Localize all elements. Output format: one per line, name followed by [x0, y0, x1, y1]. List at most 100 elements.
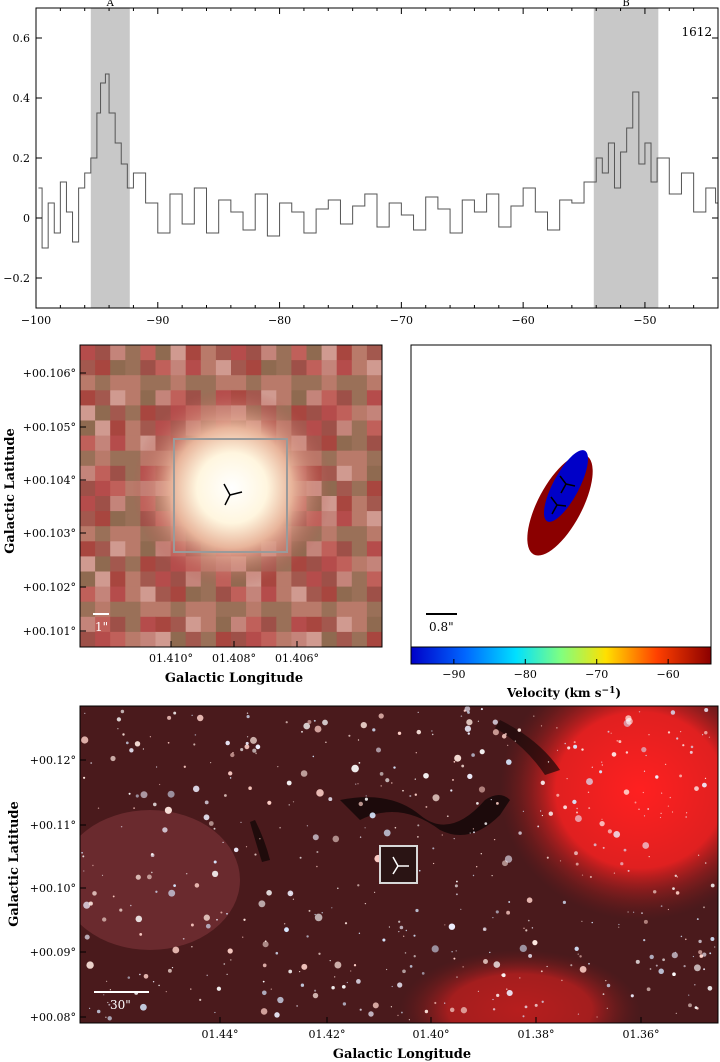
zoom-source-glow — [132, 388, 332, 588]
star — [194, 883, 200, 888]
star — [449, 1007, 455, 1013]
star — [397, 731, 402, 736]
star — [408, 1019, 410, 1021]
star — [252, 748, 257, 753]
wide-y-axis-label: Galactic Latitude — [7, 801, 22, 927]
star — [390, 1006, 393, 1008]
star — [205, 923, 211, 929]
zoom-pixel — [125, 420, 141, 437]
zoom-scale-bar-label: 1" — [95, 620, 108, 634]
star — [142, 748, 145, 750]
zoom-pixel — [291, 375, 307, 391]
star — [83, 870, 85, 872]
star — [556, 749, 559, 752]
star — [492, 1008, 496, 1011]
star — [501, 734, 507, 739]
star — [191, 714, 193, 716]
star — [514, 740, 517, 742]
star — [232, 751, 234, 754]
star — [150, 852, 154, 856]
colorbar-tick-label: −90 — [442, 668, 465, 681]
star — [528, 953, 533, 958]
zoom-pixel — [140, 631, 156, 648]
star — [314, 913, 316, 916]
star — [226, 912, 228, 915]
zoom-x-axis-label: Galactic Longitude — [165, 671, 303, 686]
zoom-pixel — [366, 496, 383, 512]
star — [448, 923, 456, 930]
zoom-pixel — [366, 616, 383, 633]
star — [211, 870, 219, 878]
star — [316, 789, 324, 797]
zoom-pixel — [80, 586, 96, 603]
star — [357, 884, 360, 887]
zoom-pixel — [95, 360, 111, 376]
star — [464, 725, 472, 732]
star — [210, 762, 212, 764]
star — [495, 910, 499, 914]
zoom-pixel — [110, 465, 126, 482]
star — [703, 968, 706, 971]
star — [492, 916, 494, 919]
star — [484, 822, 488, 825]
zoom-pixel — [246, 616, 262, 633]
star — [710, 883, 715, 888]
zoom-pixel — [336, 390, 353, 406]
star — [300, 770, 308, 777]
star — [606, 1007, 608, 1009]
star — [689, 750, 693, 754]
star — [504, 855, 513, 863]
star — [679, 774, 683, 778]
zoom-pixel — [110, 541, 126, 557]
star — [152, 802, 157, 807]
zoom-pixel — [215, 345, 232, 361]
zoom-pixel — [246, 345, 262, 361]
zoom-x-tick-label: 01.406° — [275, 652, 319, 665]
zoom-pixel — [80, 435, 96, 452]
star — [696, 918, 699, 921]
star — [708, 736, 711, 738]
zoom-pixel — [125, 586, 141, 603]
star — [416, 729, 422, 735]
star — [208, 821, 214, 826]
zoom-y-tick-label: +00.105° — [23, 421, 76, 434]
zoom-pixel — [306, 601, 323, 618]
star — [255, 752, 257, 755]
star — [491, 875, 493, 877]
star — [329, 959, 331, 962]
star — [192, 785, 200, 793]
zoom-pixel — [170, 616, 187, 633]
star — [415, 908, 419, 913]
zoom-pixel — [80, 556, 96, 572]
star — [314, 989, 317, 992]
star — [92, 891, 97, 896]
star — [519, 944, 527, 953]
star — [374, 891, 376, 893]
star — [633, 911, 635, 913]
spectrum-ticks: −100 −90 −80 −70 −60 −50 −0.2 0 0.2 0.4 0.6 — [3, 8, 719, 327]
star — [676, 737, 679, 740]
x-tick-label: −60 — [512, 314, 535, 327]
star — [676, 876, 678, 878]
zoom-pixel — [321, 345, 338, 361]
star — [451, 951, 453, 953]
star — [288, 804, 290, 806]
star — [173, 711, 177, 715]
star — [522, 810, 525, 812]
star — [455, 893, 458, 896]
star — [577, 1013, 580, 1015]
zoom-pixel — [95, 375, 111, 391]
star — [573, 744, 578, 749]
star — [607, 829, 613, 834]
star — [587, 791, 590, 794]
zoom-pixel — [125, 375, 141, 391]
star — [262, 963, 267, 968]
zoom-y-tick-label: +00.106° — [23, 367, 76, 380]
star — [492, 729, 499, 736]
star — [228, 771, 233, 776]
star — [220, 911, 223, 914]
zoom-pixel — [215, 586, 232, 603]
zoom-pixel — [321, 420, 338, 437]
star — [688, 994, 690, 996]
star — [342, 1002, 347, 1006]
